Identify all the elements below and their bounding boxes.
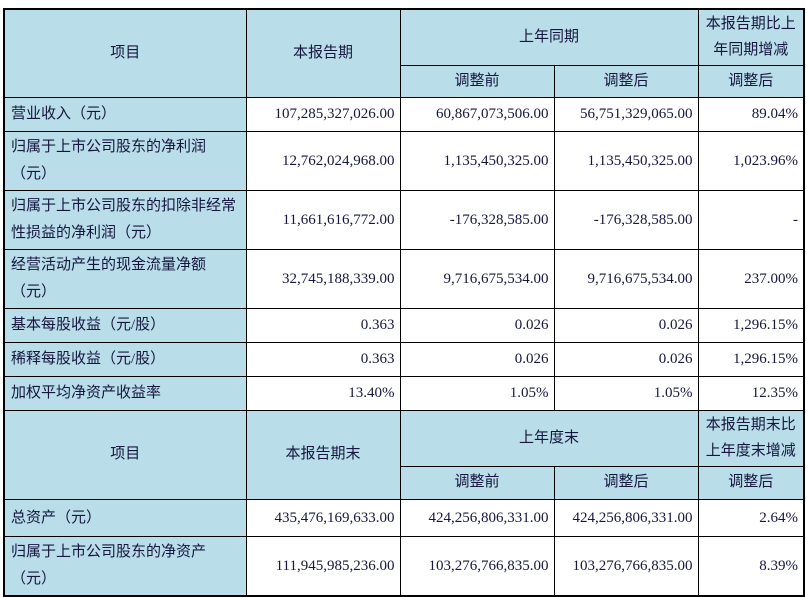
cell-before-adjust: 103,276,766,835.00 xyxy=(399,536,555,597)
row-label: 归属于上市公司股东的净利润（元） xyxy=(3,131,247,191)
col-header-item: 项目 xyxy=(3,8,247,98)
cell-change: 89.04% xyxy=(697,97,805,132)
financial-summary-table: 项目 本报告期 上年同期 本报告期比上年同期增减 调整前 调整后 调整后 营业收… xyxy=(3,8,806,597)
cell-current: 111,945,985,236.00 xyxy=(245,536,401,597)
col-header-prior-period: 上年同期 xyxy=(399,8,699,66)
cell-change: 8.39% xyxy=(697,536,805,597)
cell-before-adjust: 9,716,675,534.00 xyxy=(399,249,555,309)
cell-before-adjust: 1.05% xyxy=(399,376,555,411)
cell-current: 435,476,169,633.00 xyxy=(245,499,401,537)
table-row: 营业收入（元） 107,285,327,026.00 60,867,073,50… xyxy=(3,97,805,132)
cell-after-adjust: 424,256,806,331.00 xyxy=(553,499,699,537)
cell-change: 12.35% xyxy=(697,376,805,411)
table-row: 归属于上市公司股东的扣除非经常性损益的净利润（元） 11,661,616,772… xyxy=(3,190,805,250)
cell-before-adjust: 424,256,806,331.00 xyxy=(399,499,555,537)
cell-before-adjust: -176,328,585.00 xyxy=(399,190,555,250)
table-row: 总资产（元） 435,476,169,633.00 424,256,806,33… xyxy=(3,499,805,537)
cell-after-adjust: 0.026 xyxy=(553,308,699,343)
col-subheader-change-after-adjust: 调整后 xyxy=(697,466,805,500)
col-subheader-change-after-adjust: 调整后 xyxy=(697,65,805,98)
cell-after-adjust: 1,135,450,325.00 xyxy=(553,131,699,191)
cell-change: - xyxy=(697,190,805,250)
row-label: 归属于上市公司股东的扣除非经常性损益的净利润（元） xyxy=(3,190,247,250)
cell-current: 12,762,024,968.00 xyxy=(245,131,401,191)
cell-before-adjust: 60,867,073,506.00 xyxy=(399,97,555,132)
table-row: 基本每股收益（元/股） 0.363 0.026 0.026 1,296.15% xyxy=(3,308,805,343)
cell-after-adjust: 1.05% xyxy=(553,376,699,411)
cell-current: 13.40% xyxy=(245,376,401,411)
cell-after-adjust: 56,751,329,065.00 xyxy=(553,97,699,132)
table-row: 归属于上市公司股东的净资产（元） 111,945,985,236.00 103,… xyxy=(3,536,805,597)
cell-current: 0.363 xyxy=(245,308,401,343)
row-label: 稀释每股收益（元/股） xyxy=(3,342,247,377)
cell-before-adjust: 0.026 xyxy=(399,308,555,343)
row-label: 归属于上市公司股东的净资产（元） xyxy=(3,536,247,597)
col-header-period-end: 本报告期末 xyxy=(245,410,401,500)
cell-before-adjust: 1,135,450,325.00 xyxy=(399,131,555,191)
cell-change: 2.64% xyxy=(697,499,805,537)
cell-change: 1,023.96% xyxy=(697,131,805,191)
col-header-change: 本报告期比上年同期增减 xyxy=(697,8,805,66)
cell-current: 0.363 xyxy=(245,342,401,377)
cell-after-adjust: 103,276,766,835.00 xyxy=(553,536,699,597)
col-header-prior-year-end: 上年度末 xyxy=(399,410,699,467)
row-label: 经营活动产生的现金流量净额（元） xyxy=(3,249,247,309)
cell-change: 237.00% xyxy=(697,249,805,309)
table-row: 加权平均净资产收益率 13.40% 1.05% 1.05% 12.35% xyxy=(3,376,805,411)
col-subheader-after-adjust: 调整后 xyxy=(553,65,699,98)
cell-current: 107,285,327,026.00 xyxy=(245,97,401,132)
section2-header-row-2: 调整前 调整后 调整后 xyxy=(4,466,805,500)
cell-after-adjust: 9,716,675,534.00 xyxy=(553,249,699,309)
col-header-item: 项目 xyxy=(3,410,247,500)
cell-after-adjust: 0.026 xyxy=(553,342,699,377)
row-label: 营业收入（元） xyxy=(3,97,247,132)
cell-change: 1,296.15% xyxy=(697,342,805,377)
cell-current: 32,745,188,339.00 xyxy=(245,249,401,309)
section2-header-row-1: 项目 本报告期末 上年度末 本报告期末比上年度末增减 xyxy=(3,410,805,500)
section1-header-row-2: 调整前 调整后 调整后 xyxy=(4,65,805,98)
row-label: 总资产（元） xyxy=(3,499,247,537)
table-row: 归属于上市公司股东的净利润（元） 12,762,024,968.00 1,135… xyxy=(3,131,805,191)
table-row: 稀释每股收益（元/股） 0.363 0.026 0.026 1,296.15% xyxy=(3,342,805,377)
cell-current: 11,661,616,772.00 xyxy=(245,190,401,250)
cell-change: 1,296.15% xyxy=(697,308,805,343)
section1-header-row-1: 项目 本报告期 上年同期 本报告期比上年同期增减 xyxy=(3,8,805,98)
col-subheader-after-adjust: 调整后 xyxy=(553,466,699,500)
col-header-change: 本报告期末比上年度末增减 xyxy=(697,410,805,467)
row-label: 加权平均净资产收益率 xyxy=(3,376,247,411)
cell-before-adjust: 0.026 xyxy=(399,342,555,377)
col-subheader-before-adjust: 调整前 xyxy=(399,466,555,500)
row-label: 基本每股收益（元/股） xyxy=(3,308,247,343)
table-row: 经营活动产生的现金流量净额（元） 32,745,188,339.00 9,716… xyxy=(3,249,805,309)
cell-after-adjust: -176,328,585.00 xyxy=(553,190,699,250)
col-subheader-before-adjust: 调整前 xyxy=(399,65,555,98)
col-header-current-period: 本报告期 xyxy=(245,8,401,98)
